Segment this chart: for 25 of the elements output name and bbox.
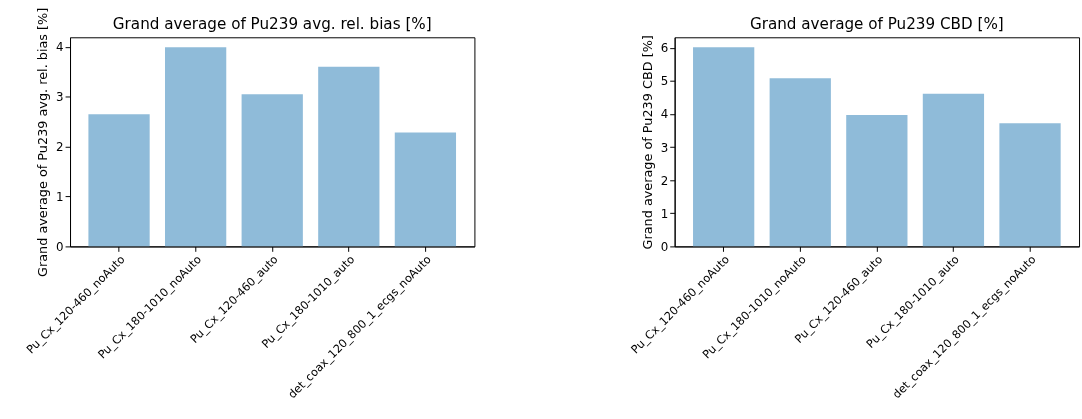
y-tick-label: 0 <box>660 239 669 254</box>
chart-title: Grand average of Pu239 avg. rel. bias [%] <box>112 15 432 34</box>
bar <box>693 47 755 247</box>
y-tick-label: 1 <box>660 206 669 221</box>
bar <box>88 114 150 247</box>
bar <box>999 123 1061 247</box>
y-tick-label: 6 <box>660 41 669 56</box>
bar <box>922 93 985 247</box>
bar <box>165 47 227 247</box>
bar <box>394 132 457 247</box>
bar <box>241 94 303 247</box>
y-tick-label: 4 <box>660 107 669 122</box>
y-tick-label: 1 <box>56 189 64 204</box>
y-tick-label: 3 <box>56 90 64 105</box>
y-tick-label: 2 <box>660 173 669 188</box>
chart-title: Grand average of Pu239 CBD [%] <box>749 14 1004 33</box>
y-tick-label: 2 <box>56 140 64 155</box>
y-tick-label: 5 <box>660 74 669 89</box>
bar <box>846 115 908 247</box>
y-axis-title: Grand average of Pu239 CBD [%] <box>639 35 655 250</box>
y-tick-label: 4 <box>56 40 64 55</box>
bar <box>769 78 831 247</box>
bar <box>318 66 380 247</box>
y-tick-label: 0 <box>56 239 64 254</box>
y-tick-label: 3 <box>660 140 669 155</box>
